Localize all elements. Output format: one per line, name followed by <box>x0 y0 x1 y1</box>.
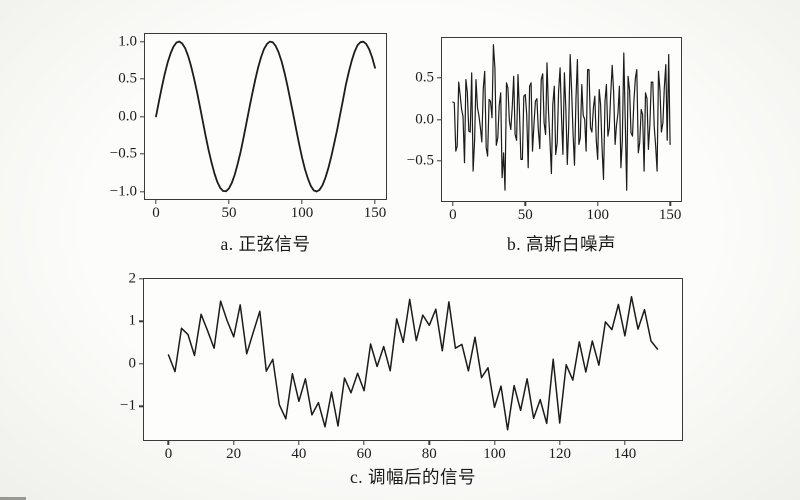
x-axis-tick-mark <box>228 199 230 204</box>
y-axis-tick-mark <box>139 363 144 365</box>
signal-line <box>452 44 671 191</box>
y-axis-tick-label: 2 <box>128 270 137 287</box>
y-axis-tick-mark <box>140 78 145 80</box>
x-axis-tick-mark <box>298 440 300 445</box>
y-axis-tick-label: 0 <box>128 355 137 372</box>
y-axis-tick-label: 0.5 <box>118 70 137 87</box>
signal-line <box>155 40 376 193</box>
y-axis-tick-mark <box>140 153 145 155</box>
signal-line <box>167 296 659 431</box>
y-axis-tick-label: 0.0 <box>415 111 434 127</box>
y-axis-tick-mark <box>437 160 442 162</box>
y-axis-tick-mark <box>437 77 442 79</box>
y-axis-tick-label: −1 <box>120 397 136 414</box>
x-axis-tick-label: 100 <box>483 446 506 462</box>
x-axis-tick-label: 150 <box>658 207 682 223</box>
subplot-b-caption: b. 高斯白噪声 <box>507 234 616 254</box>
x-axis-tick-mark <box>524 201 526 206</box>
x-axis-tick-mark <box>669 201 671 206</box>
x-axis-tick-label: 0 <box>152 205 160 221</box>
x-axis-tick-label: 40 <box>291 446 307 462</box>
y-axis-tick-label: −1.0 <box>109 183 137 199</box>
x-axis-tick-label: 80 <box>421 446 437 462</box>
y-axis-tick-mark <box>437 118 442 121</box>
x-axis-tick-label: 0 <box>164 446 173 462</box>
y-axis-tick-label: 1 <box>128 312 137 329</box>
x-axis-tick-label: 60 <box>356 446 372 462</box>
subplot-a-caption: a. 正弦信号 <box>220 234 311 254</box>
x-axis-tick-mark <box>624 440 626 445</box>
x-axis-tick-label: 20 <box>226 446 242 462</box>
y-axis-tick-mark <box>140 115 145 118</box>
x-axis-tick-label: 120 <box>548 446 571 462</box>
subplot-b-noise-plot-area: 0 50 100 150 0.5 0.0 −0.5 <box>407 37 682 223</box>
x-axis-tick-mark <box>232 440 235 445</box>
subplot-c-caption: c. 调幅后的信号 <box>349 467 477 487</box>
x-axis-tick-label: 0 <box>449 207 457 223</box>
x-axis-tick-mark <box>363 440 365 445</box>
y-axis-tick-mark <box>139 278 144 280</box>
x-axis-tick-mark <box>452 201 454 206</box>
x-axis-tick-label: 150 <box>363 205 387 221</box>
y-axis-tick-mark <box>139 405 144 408</box>
x-axis-tick-label: 100 <box>586 207 609 223</box>
x-axis-tick-mark <box>374 199 376 204</box>
signal-plot-svg <box>452 44 671 191</box>
subplot-c-modulated-plot-area: 0 20 40 60 80 100 120 140 2 1 0 −1 <box>120 271 683 462</box>
x-axis-tick-mark <box>428 440 430 445</box>
y-axis-tick-label: −0.5 <box>406 152 434 169</box>
y-axis-tick-mark <box>140 40 145 43</box>
x-axis-tick-label: 100 <box>290 205 314 221</box>
x-axis-tick-mark <box>559 440 561 445</box>
x-axis-tick-mark <box>155 199 157 204</box>
subplot-a-sine-plot-area: 0 50 100 150 1.0 0.5 0.0 −0.5 −1.0 <box>110 33 387 221</box>
y-axis-tick-mark <box>140 190 145 193</box>
x-axis-tick-mark <box>597 201 599 206</box>
x-axis-tick-mark <box>167 440 170 445</box>
y-axis-tick-label: −0.5 <box>109 145 137 162</box>
y-axis-tick-label: 0.5 <box>415 69 434 86</box>
x-axis-tick-label: 50 <box>221 205 237 221</box>
scan-edge-artifact <box>0 497 26 500</box>
signal-plot-svg <box>155 40 376 193</box>
y-axis-tick-label: 1.0 <box>118 33 137 49</box>
y-axis-tick-label: 0.0 <box>118 108 137 124</box>
x-axis-tick-label: 140 <box>613 446 637 462</box>
x-axis-tick-mark <box>301 199 303 204</box>
x-axis-tick-label: 50 <box>517 207 533 223</box>
signal-plot-svg <box>167 296 659 431</box>
x-axis-tick-mark <box>493 440 496 445</box>
y-axis-tick-mark <box>139 320 144 323</box>
